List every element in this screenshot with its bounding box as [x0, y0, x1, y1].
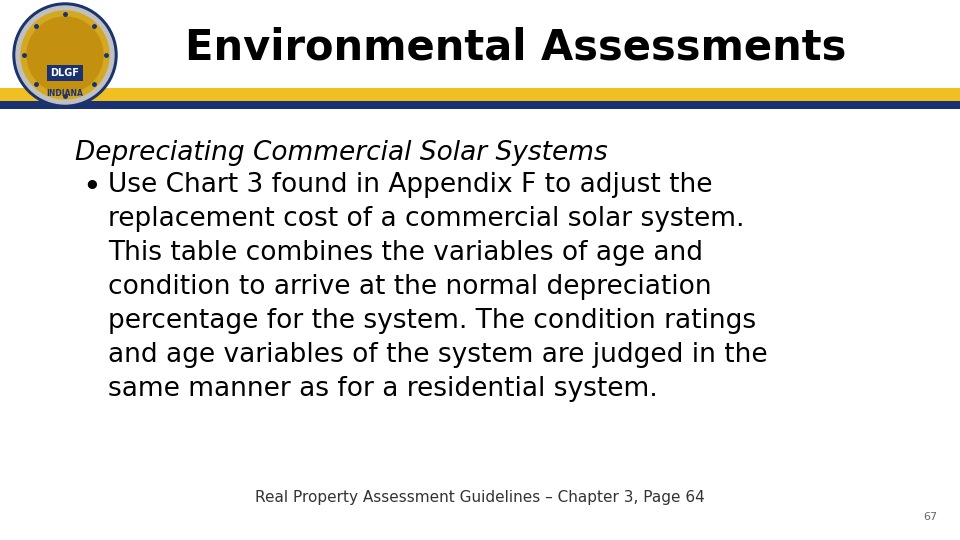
Text: INDIANA: INDIANA [47, 89, 84, 98]
Bar [0, 88, 960, 101]
Circle shape [13, 3, 117, 107]
Bar [0, 101, 960, 109]
Text: •: • [82, 172, 101, 203]
Text: Environmental Assessments: Environmental Assessments [185, 27, 847, 69]
Text: Depreciating Commercial Solar Systems: Depreciating Commercial Solar Systems [75, 140, 608, 166]
Text: This table combines the variables of age and: This table combines the variables of age… [108, 240, 703, 266]
Text: Use Chart 3 found in Appendix F to adjust the: Use Chart 3 found in Appendix F to adjus… [108, 172, 712, 198]
Circle shape [21, 11, 109, 99]
Bar [47, 65, 83, 81]
Circle shape [27, 17, 103, 93]
Text: DLGF: DLGF [51, 68, 80, 78]
Text: same manner as for a residential system.: same manner as for a residential system. [108, 376, 658, 402]
Circle shape [16, 6, 114, 104]
Text: condition to arrive at the normal depreciation: condition to arrive at the normal deprec… [108, 274, 711, 300]
Text: replacement cost of a commercial solar system.: replacement cost of a commercial solar s… [108, 206, 745, 232]
Text: 67: 67 [923, 512, 937, 522]
Text: percentage for the system. The condition ratings: percentage for the system. The condition… [108, 308, 756, 334]
Text: Real Property Assessment Guidelines – Chapter 3, Page 64: Real Property Assessment Guidelines – Ch… [255, 490, 705, 505]
Text: and age variables of the system are judged in the: and age variables of the system are judg… [108, 342, 768, 368]
